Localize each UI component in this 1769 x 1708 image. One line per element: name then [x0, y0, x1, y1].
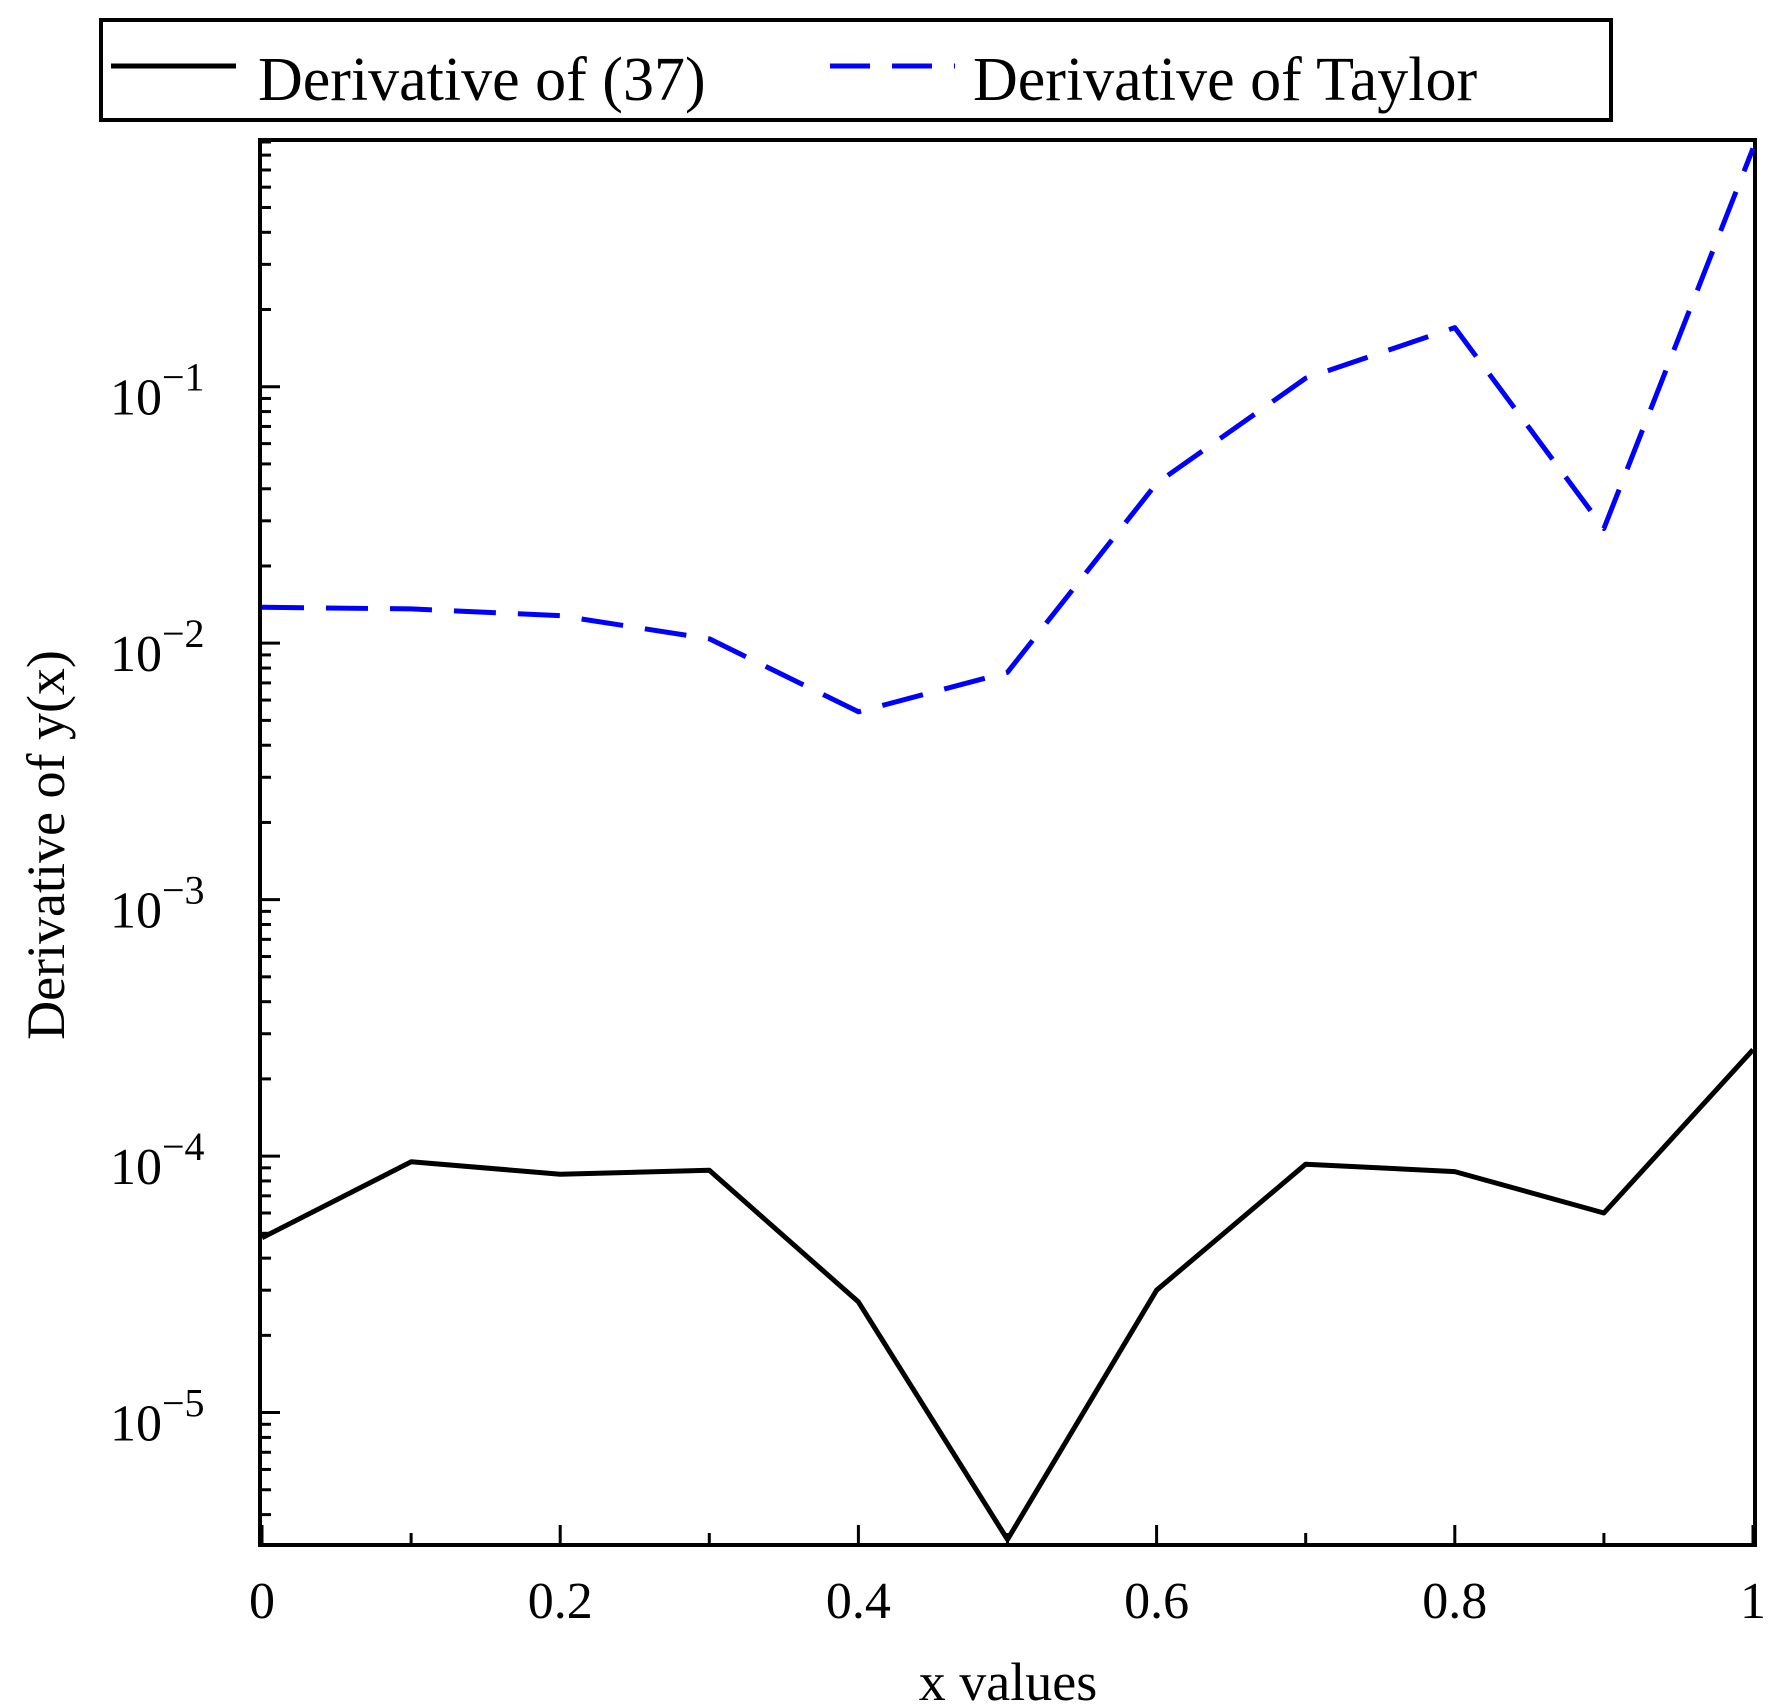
- y-major-ticks: 10−5 10−4 10−3 10−2 10−1: [110, 355, 280, 1453]
- x-ticks: 0 0.2 0.4 0.6 0.8 1: [249, 1525, 1766, 1630]
- x-tick-label: 0.2: [528, 1573, 593, 1630]
- x-tick-label: 0.4: [826, 1573, 891, 1630]
- y-tick-label: 10−2: [110, 611, 205, 683]
- y-tick-label: 10−5: [110, 1381, 205, 1453]
- y-tick-label: 10−4: [110, 1124, 205, 1196]
- x-tick-label: 1: [1740, 1573, 1766, 1630]
- plot-frame: [258, 138, 1757, 1547]
- x-tick-label: 0.8: [1422, 1573, 1487, 1630]
- x-axis-label: x values: [919, 1652, 1097, 1708]
- legend-label-derivative-37: Derivative of (37): [258, 46, 706, 114]
- x-tick-label: 0.6: [1124, 1573, 1189, 1630]
- series-line-derivative-37: [260, 1048, 1755, 1542]
- y-axis-label: Derivative of y(x): [16, 650, 76, 1040]
- legend: Derivative of (37) Derivative of Taylor: [99, 18, 1613, 122]
- series-line-derivative-taylor: [261, 147, 1756, 715]
- legend-label-derivative-taylor: Derivative of Taylor: [973, 46, 1477, 114]
- x-tick-label: 0: [249, 1573, 275, 1630]
- y-tick-label: 10−1: [110, 355, 205, 427]
- legend-box: [99, 18, 1613, 122]
- y-tick-label: 10−3: [110, 868, 205, 940]
- y-minor-ticks: [262, 140, 271, 1517]
